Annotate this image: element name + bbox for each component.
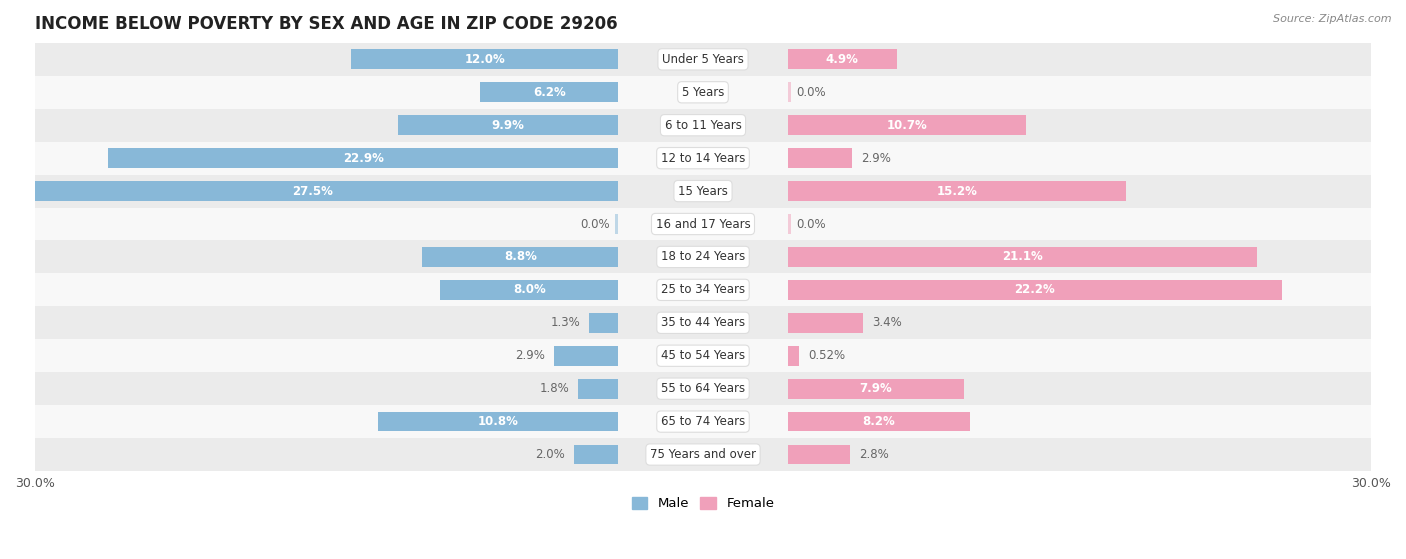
Text: 12.0%: 12.0% — [464, 53, 505, 66]
Bar — [108, 148, 619, 168]
Text: 0.52%: 0.52% — [808, 349, 845, 362]
Text: 5 Years: 5 Years — [682, 86, 724, 99]
Text: 21.1%: 21.1% — [1002, 250, 1043, 263]
Text: Source: ZipAtlas.com: Source: ZipAtlas.com — [1274, 14, 1392, 24]
Text: 75 Years and over: 75 Years and over — [650, 448, 756, 461]
Text: 1.3%: 1.3% — [551, 316, 581, 329]
Bar — [378, 412, 619, 432]
Text: 4.9%: 4.9% — [825, 53, 859, 66]
Bar — [35, 306, 1371, 339]
Bar — [787, 214, 792, 234]
Bar — [574, 444, 619, 465]
Bar — [787, 82, 792, 102]
Text: 27.5%: 27.5% — [292, 184, 333, 197]
Text: 10.8%: 10.8% — [478, 415, 519, 428]
Bar — [787, 346, 799, 366]
Text: 3.4%: 3.4% — [872, 316, 903, 329]
Text: INCOME BELOW POVERTY BY SEX AND AGE IN ZIP CODE 29206: INCOME BELOW POVERTY BY SEX AND AGE IN Z… — [35, 15, 617, 33]
Bar — [35, 405, 1371, 438]
Text: 2.0%: 2.0% — [536, 448, 565, 461]
Bar — [35, 76, 1371, 109]
Bar — [589, 313, 619, 333]
Text: 1.8%: 1.8% — [540, 382, 569, 395]
Text: 22.2%: 22.2% — [1015, 283, 1054, 296]
Text: 2.9%: 2.9% — [515, 349, 546, 362]
Bar — [398, 115, 619, 135]
Text: 6.2%: 6.2% — [533, 86, 565, 99]
Text: 22.9%: 22.9% — [343, 151, 384, 165]
Bar — [787, 444, 851, 465]
Bar — [787, 379, 963, 399]
Bar — [35, 43, 1371, 76]
Text: 2.9%: 2.9% — [860, 151, 891, 165]
Text: 6 to 11 Years: 6 to 11 Years — [665, 119, 741, 132]
Text: 15 Years: 15 Years — [678, 184, 728, 197]
Text: 2.8%: 2.8% — [859, 448, 889, 461]
Bar — [787, 313, 863, 333]
Text: 8.2%: 8.2% — [862, 415, 896, 428]
Bar — [35, 240, 1371, 273]
Text: 15.2%: 15.2% — [936, 184, 977, 197]
Bar — [35, 207, 1371, 240]
Bar — [35, 339, 1371, 372]
Text: Under 5 Years: Under 5 Years — [662, 53, 744, 66]
Bar — [35, 141, 1371, 174]
Text: 10.7%: 10.7% — [886, 119, 927, 132]
Bar — [35, 109, 1371, 141]
Text: 7.9%: 7.9% — [859, 382, 891, 395]
Bar — [787, 115, 1026, 135]
Bar — [787, 247, 1257, 267]
Text: 45 to 54 Years: 45 to 54 Years — [661, 349, 745, 362]
Text: 9.9%: 9.9% — [492, 119, 524, 132]
Bar — [422, 247, 619, 267]
Text: 35 to 44 Years: 35 to 44 Years — [661, 316, 745, 329]
Bar — [787, 280, 1282, 300]
Bar — [787, 148, 852, 168]
Bar — [35, 273, 1371, 306]
Text: 55 to 64 Years: 55 to 64 Years — [661, 382, 745, 395]
Bar — [35, 174, 1371, 207]
Bar — [481, 82, 619, 102]
Text: 8.8%: 8.8% — [503, 250, 537, 263]
Legend: Male, Female: Male, Female — [626, 492, 780, 516]
Text: 8.0%: 8.0% — [513, 283, 546, 296]
Text: 65 to 74 Years: 65 to 74 Years — [661, 415, 745, 428]
Bar — [578, 379, 619, 399]
Text: 0.0%: 0.0% — [579, 217, 609, 230]
Bar — [440, 280, 619, 300]
Text: 18 to 24 Years: 18 to 24 Years — [661, 250, 745, 263]
Text: 16 and 17 Years: 16 and 17 Years — [655, 217, 751, 230]
Text: 0.0%: 0.0% — [797, 217, 827, 230]
Bar — [614, 214, 619, 234]
Bar — [35, 372, 1371, 405]
Bar — [787, 181, 1126, 201]
Bar — [554, 346, 619, 366]
Bar — [352, 50, 619, 69]
Bar — [35, 438, 1371, 471]
Text: 12 to 14 Years: 12 to 14 Years — [661, 151, 745, 165]
Bar — [787, 50, 897, 69]
Bar — [787, 412, 970, 432]
Text: 25 to 34 Years: 25 to 34 Years — [661, 283, 745, 296]
Text: 0.0%: 0.0% — [797, 86, 827, 99]
Bar — [6, 181, 619, 201]
